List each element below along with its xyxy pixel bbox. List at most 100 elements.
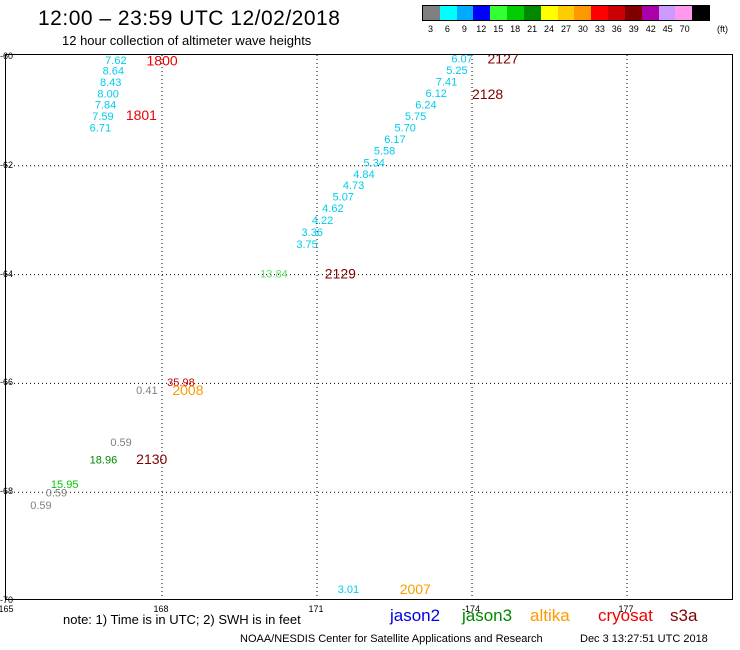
latitude-label: -64 — [0, 268, 14, 279]
latitude-label: -68 — [0, 486, 14, 497]
color-swatch — [423, 6, 440, 20]
wave-height-label: 0.59 — [30, 500, 51, 512]
color-scale-tick: 3 — [427, 24, 433, 34]
wave-height-label: 7.59 — [92, 111, 113, 123]
color-swatch — [456, 6, 474, 20]
wave-height-label: 5.34 — [364, 157, 385, 169]
wave-height-label: 0.59 — [110, 437, 131, 449]
longitude-label: 168 — [153, 604, 169, 614]
satellite-name: cryosat — [598, 606, 653, 625]
wave-height-label: 0.41 — [136, 385, 157, 397]
color-scale-tick: 36 — [611, 24, 622, 34]
credit-text: NOAA/NESDIS Center for Satellite Applica… — [240, 633, 543, 645]
color-swatch — [658, 6, 676, 20]
latitude-label: -62 — [0, 159, 14, 170]
wave-height-label: 13.84 — [260, 268, 288, 280]
wave-height-label: 35.98 — [167, 377, 195, 389]
latitude-label: -66 — [0, 377, 14, 388]
color-scale-tick: 33 — [594, 24, 605, 34]
pass-time-label: 1801 — [126, 107, 157, 123]
color-scale-tick: 12 — [476, 24, 487, 34]
map-canvas: 7.628.648.438.007.847.596.71 6.075.257.41… — [6, 55, 732, 599]
satellite-name: jason3 — [462, 606, 513, 625]
color-swatch — [675, 6, 693, 20]
color-scale-tick: 6 — [444, 24, 450, 34]
wave-height-label: 5.58 — [374, 145, 395, 157]
color-scale-tick: 9 — [461, 24, 467, 34]
longitude-label: 171 — [308, 604, 324, 614]
wave-height-label: 8.43 — [100, 77, 121, 89]
color-swatch — [641, 6, 659, 20]
color-scale-legend: 3 6 9 12 15 18 21 24 27 30 33 36 39 42 45 70 (ft) — [422, 5, 728, 39]
pass-time-label: 2127 — [488, 55, 519, 67]
color-scale-tick: 21 — [527, 24, 538, 34]
footer-note: note: 1) Time is in UTC; 2) SWH is in fe… — [63, 612, 301, 627]
wave-height-label: 6.07 — [451, 55, 472, 65]
color-scale-unit: (ft) — [717, 24, 728, 34]
wave-height-label: 15.95 — [51, 479, 79, 491]
longitude-label: 177 — [618, 604, 634, 614]
color-scale-tick: 27 — [560, 24, 572, 34]
wave-height-label: 5.07 — [333, 192, 354, 204]
wave-height-label: 6.24 — [415, 100, 436, 112]
pass-time-label: 2129 — [325, 265, 356, 281]
wave-height-label: 7.84 — [95, 100, 116, 112]
map-subtitle: 12 hour collection of altimeter wave hei… — [62, 33, 312, 48]
longitude-label: 165 — [0, 604, 14, 614]
color-scale-tick: 45 — [662, 24, 673, 34]
wave-height-label: 6.12 — [426, 88, 447, 100]
wave-height-label: 7.62 — [105, 55, 126, 67]
satellite-name: altika — [530, 606, 570, 625]
pass-time-label: 2128 — [472, 86, 503, 102]
color-swatch — [540, 6, 558, 20]
wave-height-label: 4.73 — [343, 180, 364, 192]
wave-height-label: 18.96 — [90, 454, 118, 466]
pass-time-label: 2130 — [136, 451, 167, 467]
color-scale-tick: 24 — [544, 24, 555, 34]
wave-height-label: 8.64 — [103, 65, 124, 77]
pass-time-label: 1800 — [147, 55, 178, 69]
color-swatch — [608, 6, 625, 20]
color-swatch — [507, 6, 524, 20]
color-swatch — [591, 6, 609, 20]
wave-height-label: 3.36 — [302, 227, 323, 239]
color-swatch — [557, 6, 575, 20]
wave-height-label: 0.59 — [46, 488, 67, 500]
pass-time-label: 2007 — [400, 581, 431, 597]
wave-height-label: 7.41 — [436, 76, 457, 88]
color-scale-tick: 15 — [493, 24, 504, 34]
latitude-label: -70 — [0, 595, 14, 605]
color-scale-tick: 39 — [628, 24, 639, 34]
wave-height-label: 4.62 — [322, 203, 343, 215]
color-swatch — [624, 6, 642, 20]
color-swatch — [523, 6, 541, 20]
longitude-label: -174 — [462, 604, 481, 614]
color-scale-ticks: 3 6 9 12 15 18 21 24 27 30 33 36 39 42 45 70 — [422, 24, 728, 38]
wave-height-label: 6.71 — [90, 123, 111, 135]
map-title: 12:00 – 23:59 UTC 12/02/2018 — [38, 7, 341, 30]
wave-height-label: 3.01 — [338, 584, 359, 596]
satellite-name: s3a — [670, 606, 698, 625]
wave-height-label: 8.00 — [97, 88, 118, 100]
color-scale-tick: 18 — [510, 24, 521, 34]
color-swatch — [692, 6, 710, 20]
color-scale-tick: 42 — [645, 24, 656, 34]
color-scale-swatches — [422, 5, 710, 21]
wave-height-label: 5.75 — [405, 111, 426, 123]
wave-height-label: 4.22 — [312, 215, 333, 227]
pass-time-label: 2008 — [172, 382, 203, 398]
wave-height-label: 4.84 — [353, 169, 374, 181]
wave-height-label: 5.70 — [395, 123, 416, 135]
color-scale-tick: 70 — [679, 24, 690, 34]
color-swatch — [439, 6, 457, 20]
color-scale-tick: 30 — [577, 24, 588, 34]
satellite-name: jason2 — [390, 606, 441, 625]
map-frame: 7.62 8.64 8.43 8.00 7.84 7.59 6.71 6.07 5.25 7.41… — [5, 54, 733, 600]
wave-height-label: 3.75 — [296, 239, 317, 251]
color-swatch — [473, 6, 491, 20]
wave-height-label: 6.17 — [384, 134, 405, 146]
color-swatch — [490, 6, 508, 20]
wave-height-label: 5.25 — [446, 65, 467, 77]
generated-timestamp: Dec 3 13:27:51 UTC 2018 — [580, 633, 708, 645]
latitude-label: -60 — [0, 51, 14, 61]
